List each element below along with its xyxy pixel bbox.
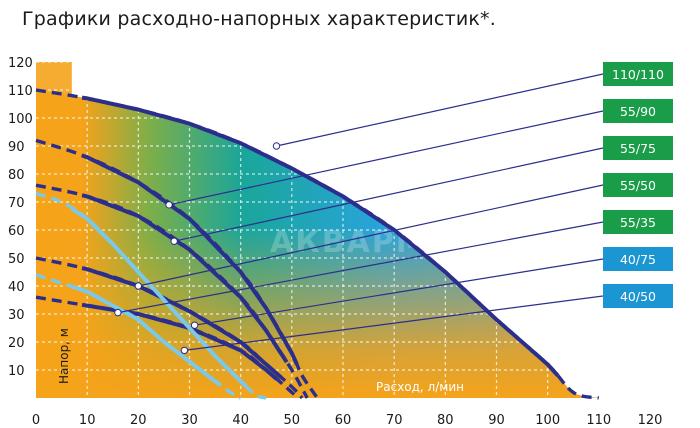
watermark-text: АКВАРМИКС xyxy=(270,225,505,260)
series-badge-label: 40/75 xyxy=(620,252,656,267)
x-tick-label: 70 xyxy=(386,413,403,428)
series-badge-label: 55/75 xyxy=(620,141,656,156)
curve-marker-dot xyxy=(181,347,187,353)
x-tick-label: 20 xyxy=(130,413,147,428)
curve-marker-dot xyxy=(166,202,172,208)
y-tick-label: 10 xyxy=(8,364,25,379)
curve-marker-dot xyxy=(273,143,279,149)
y-tick-label: 90 xyxy=(8,140,25,155)
y-tick-label: 50 xyxy=(8,252,25,267)
y-tick-label: 80 xyxy=(8,168,25,183)
x-axis-label: Расход, л/мин xyxy=(376,380,464,394)
series-badges: 110/110 55/90 55/75 55/50 55/35 40/75 40/50 xyxy=(603,62,673,308)
x-tick-label: 120 xyxy=(638,413,663,428)
x-tick-label: 0 xyxy=(32,413,40,428)
x-tick-label: 110 xyxy=(586,413,611,428)
y-axis-label: Напор, м xyxy=(57,328,71,384)
curve-marker-dot xyxy=(171,238,177,244)
y-tick-label: 100 xyxy=(8,112,33,127)
x-tick-label: 10 xyxy=(79,413,96,428)
curve-marker-dot xyxy=(135,283,141,289)
x-tick-label: 100 xyxy=(535,413,560,428)
x-tick-label: 30 xyxy=(181,413,198,428)
x-tick-label: 90 xyxy=(488,413,505,428)
y-tick-labels: 10 20 30 40 50 60 70 80 90 100 110 120 xyxy=(8,56,33,379)
x-tick-label: 80 xyxy=(437,413,454,428)
y-tick-label: 40 xyxy=(8,280,25,295)
series-badge-label: 55/50 xyxy=(620,178,656,193)
series-badge-label: 55/90 xyxy=(620,104,656,119)
x-tick-label: 40 xyxy=(232,413,249,428)
leader-line xyxy=(276,74,603,146)
x-tick-labels: 0 10 20 30 40 50 60 70 80 90 100 110 120 xyxy=(32,413,663,428)
series-badge-label: 40/50 xyxy=(620,289,656,304)
y-tick-label: 120 xyxy=(8,56,33,71)
series-badge-label: 110/110 xyxy=(612,67,664,82)
curve-marker-dot xyxy=(115,309,121,315)
y-tick-label: 20 xyxy=(8,336,25,351)
y-tick-label: 60 xyxy=(8,224,25,239)
series-badge-label: 55/35 xyxy=(620,215,656,230)
x-tick-label: 60 xyxy=(335,413,352,428)
x-tick-label: 50 xyxy=(284,413,301,428)
y-tick-label: 110 xyxy=(8,84,33,99)
y-tick-label: 70 xyxy=(8,196,25,211)
y-tick-label: 30 xyxy=(8,308,25,323)
curve-marker-dot xyxy=(191,322,197,328)
